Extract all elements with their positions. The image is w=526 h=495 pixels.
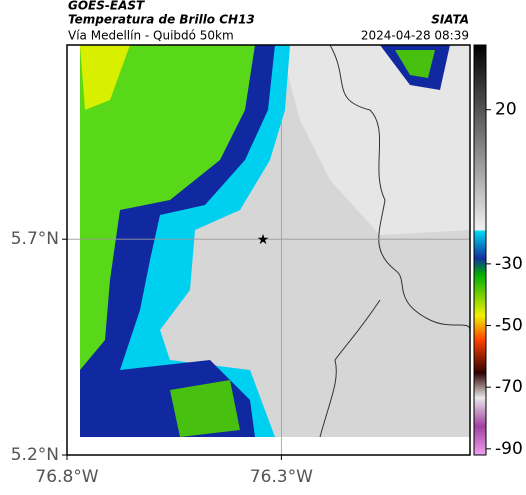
y-tick-label: 5.2°N: [11, 445, 59, 465]
colorbar-label: 20: [495, 100, 517, 120]
colorbar: [473, 44, 487, 456]
x-tick-label: 76.3°W: [250, 467, 313, 487]
colorbar-label: -30: [495, 254, 523, 274]
x-tick-label: 76.8°W: [35, 467, 98, 487]
colorbar-label: -70: [495, 377, 523, 397]
colorbar-label: -50: [495, 316, 523, 336]
title: GOES-EAST: [68, 0, 145, 13]
colorbar-label: -90: [495, 439, 523, 459]
y-tick-label: 5.7°N: [11, 229, 59, 249]
location-star: ★: [257, 232, 270, 248]
satellite-image: [67, 45, 470, 455]
source: SIATA: [431, 13, 469, 27]
datetime: 2024-04-28 08:39: [361, 29, 469, 43]
route: Vía Medellín - Quibdó 50km: [68, 29, 234, 43]
subtitle: Temperatura de Brillo CH13: [68, 13, 255, 27]
map-frame: [66, 44, 471, 456]
